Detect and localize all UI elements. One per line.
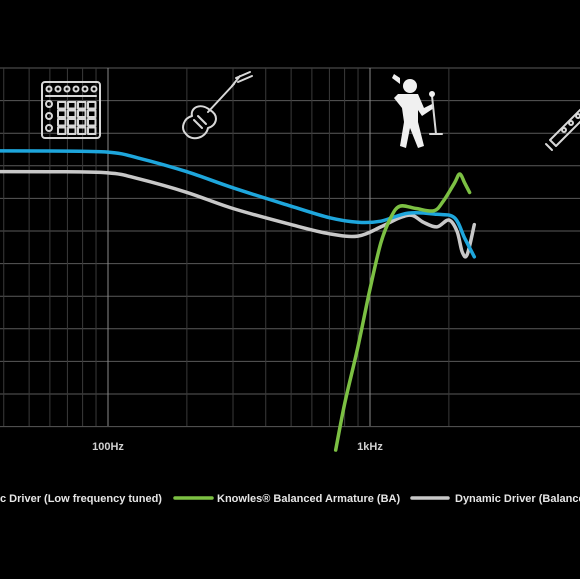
legend-entry: Knowles® Balanced Armature (BA): [217, 493, 400, 505]
drum-pad: [87, 118, 97, 127]
x-axis-ticks: 100Hz 1kHz: [92, 441, 383, 453]
drum-pad: [87, 109, 97, 118]
drum-pad: [67, 101, 77, 110]
singer-icon: [392, 74, 443, 148]
legend: c Driver (Low frequency tuned) Knowles® B…: [0, 493, 580, 505]
series-line-0: [0, 149, 477, 259]
x-tick-label: 100Hz: [92, 441, 124, 453]
grid: [0, 67, 580, 428]
series-line-1: [333, 172, 472, 452]
drum-pad: [67, 118, 77, 127]
drum-pad: [77, 109, 87, 118]
drum-pad: [57, 109, 67, 118]
electric-guitar-icon: [182, 71, 253, 140]
drum-pad: [77, 118, 87, 127]
drum-pad: [77, 101, 87, 110]
drum-pad: [77, 126, 87, 135]
drum-pad: [57, 118, 67, 127]
legend-entry: c Driver (Low frequency tuned): [0, 493, 162, 505]
drum-pad: [87, 101, 97, 110]
legend-entry: Dynamic Driver (Balance: [455, 493, 580, 505]
series-line-2: [0, 169, 477, 259]
series-layer: [0, 149, 477, 452]
flute-icon: [545, 108, 580, 151]
drum-pad: [87, 126, 97, 135]
drum-pad: [57, 126, 67, 135]
drum-pad: [67, 126, 77, 135]
drum-machine-icon: [41, 81, 101, 139]
drum-pad: [67, 109, 77, 118]
x-tick-label: 1kHz: [357, 441, 383, 453]
drum-pad: [57, 101, 67, 110]
